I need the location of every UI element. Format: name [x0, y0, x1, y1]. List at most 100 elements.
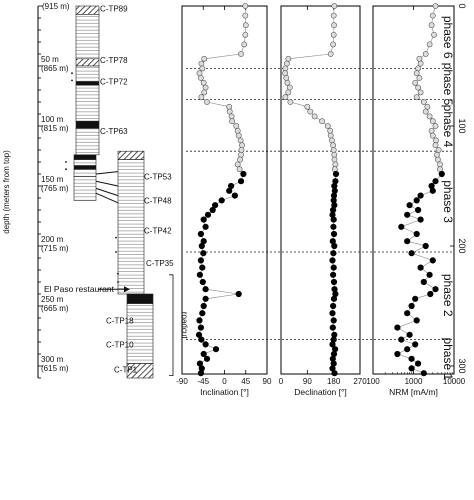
data-point-filled	[198, 336, 205, 343]
data-line-declination	[284, 5, 337, 374]
data-point-filled	[420, 278, 427, 286]
strat-unit	[75, 120, 100, 129]
data-point-open	[242, 12, 249, 19]
phase-label: phase 3	[441, 180, 455, 223]
sample-marker	[65, 168, 67, 171]
data-point-filled	[195, 331, 203, 338]
data-point-open	[198, 60, 205, 67]
data-point-filled	[212, 202, 219, 209]
data-point-open	[201, 89, 208, 96]
data-point-filled	[199, 310, 206, 317]
data-point-filled	[330, 271, 337, 278]
data-point-filled	[330, 230, 338, 238]
panel-frame-inclination	[181, 5, 268, 375]
data-point-open	[307, 108, 314, 115]
data-point-open	[238, 147, 245, 153]
data-point-filled	[203, 355, 211, 362]
data-point-filled	[394, 324, 401, 331]
data-point-filled	[197, 230, 204, 238]
data-point-open	[428, 127, 435, 134]
arrow-head-icon	[124, 286, 130, 293]
sample-labels: C-TP89 C-TP78 C-TP72 C-TP63 C-TP53 C-TP48 C-TP…	[100, 4, 174, 374]
data-point-open	[434, 156, 441, 163]
data-point-filled	[413, 230, 420, 238]
data-point-open	[234, 127, 241, 134]
data-point-filled	[204, 211, 212, 218]
x-tick-label: 45	[241, 377, 250, 386]
depth-tick-elevation: (865 m)	[41, 64, 69, 73]
correlation-line	[95, 180, 119, 187]
x-tick-label: -90	[176, 377, 188, 386]
data-point-open	[429, 118, 436, 125]
depth-tick-label: 250 m	[41, 295, 64, 304]
sample-label: C-TP10	[106, 340, 134, 349]
depth-tick-label: 200 m	[41, 235, 64, 244]
x-tick-label: 10000	[443, 377, 466, 386]
data-point-filled	[196, 317, 203, 324]
depth-tick-label: 100 m	[41, 115, 64, 124]
depth-tick-elevation: (665 m)	[41, 304, 69, 313]
strat-unit	[126, 363, 154, 379]
data-point-filled	[196, 271, 203, 278]
x-tick-label: 90	[303, 377, 312, 386]
strat-unit	[73, 154, 97, 160]
data-point-filled	[330, 223, 337, 230]
data-point-filled	[331, 370, 338, 377]
x-tick-label: -45	[197, 377, 209, 386]
depth-tick-elevation: (915 m)	[42, 2, 70, 11]
data-point-open	[435, 147, 442, 153]
strat-unit	[75, 65, 100, 82]
data-point-open	[226, 108, 233, 115]
data-point-filled	[197, 370, 204, 377]
data-point-filled	[330, 216, 337, 223]
depth-tick-elevation: (765 m)	[41, 184, 69, 193]
data-point-filled	[432, 286, 439, 293]
data-point-open	[285, 55, 292, 62]
correlation-line	[95, 192, 119, 204]
phase-label: phase 6	[441, 16, 455, 59]
data-point-open	[330, 31, 337, 38]
data-point-open	[242, 31, 249, 38]
data-point-filled	[429, 187, 436, 194]
sample-label: C-TP48	[144, 196, 172, 205]
x-tick-label: 0	[222, 377, 227, 386]
phase-label: phase 5	[441, 63, 455, 106]
data-point-open	[229, 118, 235, 125]
depth-tick-elevation: (815 m)	[41, 124, 69, 133]
sample-label: C-TP53	[144, 172, 172, 181]
data-point-open	[416, 55, 423, 62]
data-point-filled	[408, 250, 415, 257]
right-depth-tick-label: 300	[457, 358, 467, 373]
right-depth-tick-label: 100	[457, 118, 467, 133]
data-point-filled	[330, 264, 337, 271]
data-point-open	[234, 161, 241, 168]
data-point-open	[242, 22, 249, 29]
data-point-filled	[413, 317, 420, 324]
data-point-open	[196, 70, 203, 77]
data-point-open	[204, 99, 210, 105]
data-point-filled	[200, 216, 207, 223]
data-point-open	[327, 127, 334, 134]
x-tick-label: 180	[327, 377, 341, 386]
right-depth-tick-label: 0	[457, 3, 467, 8]
data-point-filled	[398, 336, 405, 343]
strat-unit	[73, 168, 97, 177]
data-point-open	[282, 94, 289, 101]
data-point-filled	[200, 250, 207, 257]
data-point-open	[434, 151, 440, 158]
data-point-open	[416, 75, 423, 81]
data-point-filled	[218, 197, 225, 204]
data-point-open	[319, 118, 325, 125]
data-point-filled	[199, 264, 206, 271]
sample-label: C-TP63	[100, 127, 128, 136]
correlation-line	[95, 171, 119, 175]
data-point-open	[200, 79, 207, 86]
depth-axis: (915 m) 50 m(865 m) 100 m(815 m) 150 m(765 …	[37, 2, 70, 379]
roadcut-annotation: roadcut	[180, 312, 189, 339]
sample-label: C-TP35	[146, 259, 174, 268]
sample-marker	[71, 79, 73, 82]
data-point-open	[283, 60, 290, 67]
data-point-filled	[329, 257, 336, 264]
data-point-open	[432, 123, 439, 129]
data-point-filled	[413, 197, 420, 204]
